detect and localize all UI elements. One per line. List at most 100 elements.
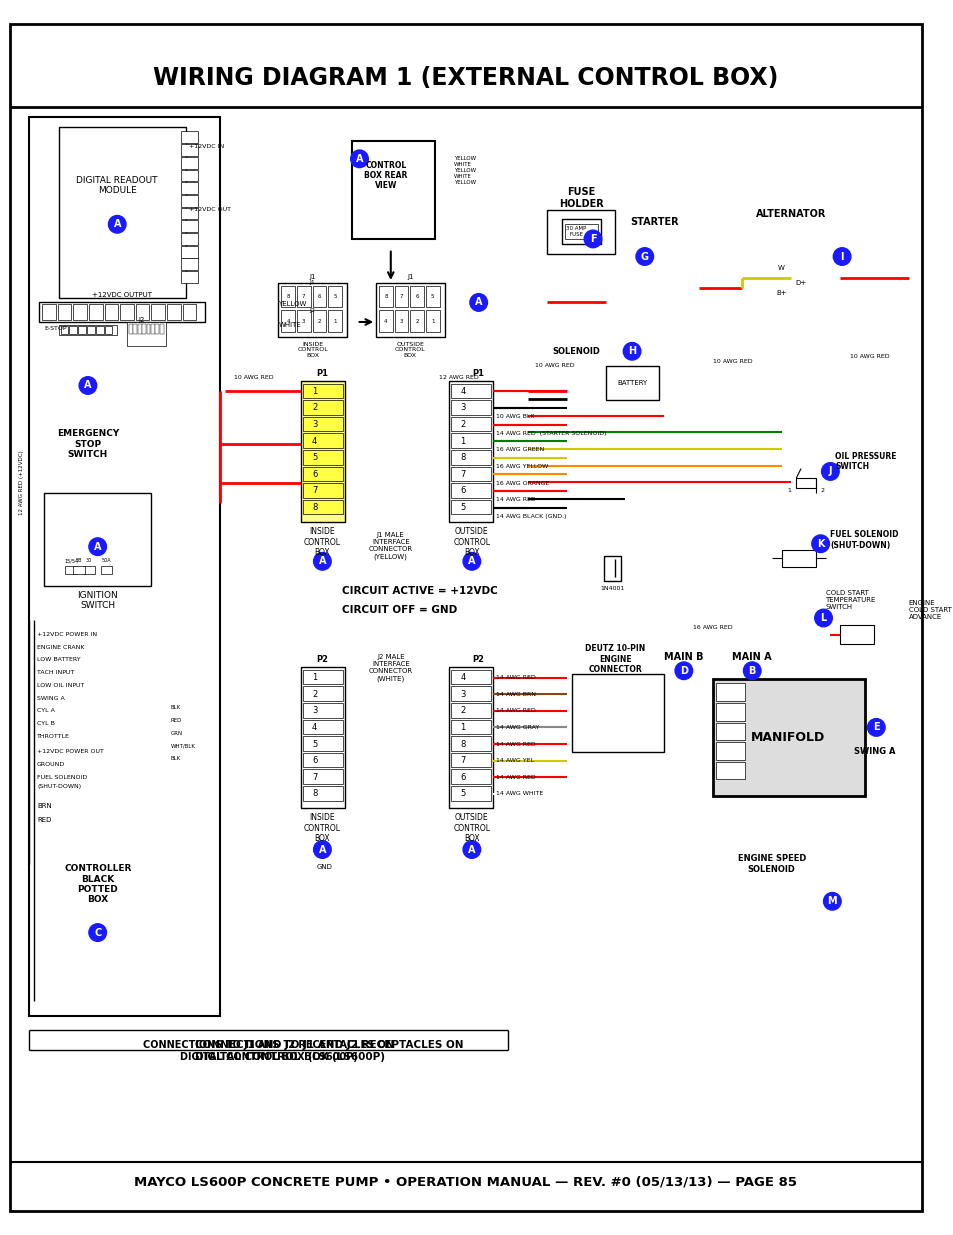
Text: A: A [475, 298, 482, 308]
Text: 14 AWG RED: 14 AWG RED [496, 498, 536, 503]
Text: SOLENOID: SOLENOID [552, 347, 599, 356]
FancyBboxPatch shape [180, 207, 198, 220]
Text: 1: 1 [333, 319, 336, 324]
Text: 10 AWG RED: 10 AWG RED [233, 375, 274, 380]
Text: +12VDC POWER OUT: +12VDC POWER OUT [37, 750, 104, 755]
Text: 10 AWG RED: 10 AWG RED [535, 363, 574, 368]
Circle shape [814, 609, 831, 627]
FancyBboxPatch shape [451, 720, 491, 735]
FancyBboxPatch shape [180, 272, 198, 283]
Text: YELLOW
WHITE
YELLOW
WHITE
YELLOW: YELLOW WHITE YELLOW WHITE YELLOW [454, 157, 476, 185]
Circle shape [89, 538, 107, 556]
Text: 16 AWG GREEN: 16 AWG GREEN [496, 447, 544, 452]
Circle shape [741, 227, 840, 325]
FancyBboxPatch shape [180, 183, 198, 194]
FancyBboxPatch shape [167, 304, 180, 320]
Text: A: A [318, 845, 326, 855]
FancyBboxPatch shape [302, 720, 342, 735]
Text: OUTSIDE
CONTROL
BOX: OUTSIDE CONTROL BOX [453, 814, 490, 844]
Text: A: A [468, 556, 476, 567]
FancyBboxPatch shape [296, 285, 311, 308]
FancyBboxPatch shape [378, 285, 393, 308]
Text: J1 MALE
INTERFACE
CONNECTOR
(YELLOW): J1 MALE INTERFACE CONNECTOR (YELLOW) [368, 532, 413, 559]
FancyBboxPatch shape [352, 141, 435, 238]
FancyBboxPatch shape [571, 673, 663, 752]
Text: LOW OIL INPUT: LOW OIL INPUT [37, 683, 85, 688]
Text: 8: 8 [286, 294, 290, 299]
Text: 3: 3 [302, 319, 305, 324]
Circle shape [612, 718, 621, 727]
Circle shape [822, 893, 841, 910]
Text: 30: 30 [86, 558, 91, 563]
Text: CYL B: CYL B [37, 721, 55, 726]
Circle shape [470, 294, 487, 311]
Text: EMERGENCY
STOP
SWITCH: EMERGENCY STOP SWITCH [57, 430, 119, 459]
Text: 3: 3 [312, 420, 317, 429]
Polygon shape [352, 127, 449, 141]
Text: 7: 7 [302, 294, 305, 299]
Text: MANIFOLD: MANIFOLD [750, 731, 824, 743]
Text: CONNECTIONS TO J1 AND J2 RECEPTACLES ON
DIGITAL CONTROL BOX (LS600P): CONNECTIONS TO J1 AND J2 RECEPTACLES ON … [143, 1040, 394, 1062]
Text: 5: 5 [431, 294, 434, 299]
Text: 3: 3 [312, 706, 317, 715]
Text: MAYCO LS600P CONCRETE PUMP • OPERATION MANUAL — REV. #0 (05/13/13) — PAGE 85: MAYCO LS600P CONCRETE PUMP • OPERATION M… [134, 1176, 797, 1188]
Text: SWING A: SWING A [853, 747, 894, 756]
Text: A: A [468, 845, 476, 855]
FancyBboxPatch shape [180, 246, 198, 258]
Text: 8: 8 [384, 294, 387, 299]
Text: 1N4001: 1N4001 [599, 585, 624, 590]
FancyBboxPatch shape [781, 550, 815, 567]
Text: CONTROLLER
BLACK
POTTED
BOX: CONTROLLER BLACK POTTED BOX [64, 864, 132, 904]
Text: RED: RED [37, 818, 51, 824]
Text: CIRCUIT ACTIVE = +12VDC: CIRCUIT ACTIVE = +12VDC [341, 585, 497, 595]
Text: 2: 2 [312, 404, 316, 412]
Text: K: K [816, 538, 823, 548]
Text: 16 AWG RED: 16 AWG RED [693, 625, 732, 630]
Text: 6: 6 [460, 773, 465, 782]
Text: A: A [93, 542, 101, 552]
FancyBboxPatch shape [546, 210, 615, 253]
FancyBboxPatch shape [120, 304, 133, 320]
FancyBboxPatch shape [302, 467, 342, 482]
FancyBboxPatch shape [451, 467, 491, 482]
FancyBboxPatch shape [133, 324, 137, 333]
FancyBboxPatch shape [129, 324, 132, 333]
Text: 14 AWG RED: 14 AWG RED [496, 774, 536, 779]
Text: GROUND: GROUND [37, 762, 66, 767]
Text: DEUTZ 10-PIN
ENGINE
CONNECTOR: DEUTZ 10-PIN ENGINE CONNECTOR [585, 645, 645, 674]
Text: 5: 5 [333, 294, 336, 299]
FancyBboxPatch shape [155, 324, 159, 333]
Text: INSIDE
CONTROL
BOX: INSIDE CONTROL BOX [304, 814, 340, 844]
Circle shape [351, 149, 368, 168]
Text: B+: B+ [776, 290, 786, 295]
FancyBboxPatch shape [302, 703, 342, 718]
FancyBboxPatch shape [451, 400, 491, 415]
Circle shape [610, 232, 698, 320]
Circle shape [578, 688, 588, 698]
Text: J1: J1 [407, 274, 414, 280]
FancyBboxPatch shape [716, 742, 744, 760]
Text: 1: 1 [431, 319, 434, 324]
Text: M: M [826, 897, 837, 906]
FancyBboxPatch shape [328, 285, 341, 308]
Text: INSIDE
CONTROL
BOX: INSIDE CONTROL BOX [304, 527, 340, 557]
FancyBboxPatch shape [180, 220, 198, 232]
Text: STARTER: STARTER [630, 217, 679, 227]
FancyBboxPatch shape [425, 285, 439, 308]
FancyBboxPatch shape [296, 310, 311, 332]
Text: 14 AWG BLACK (GND.): 14 AWG BLACK (GND.) [496, 514, 566, 519]
FancyBboxPatch shape [180, 195, 198, 206]
Text: WHT/BLK: WHT/BLK [171, 743, 195, 748]
Polygon shape [435, 127, 449, 238]
Circle shape [622, 342, 640, 361]
Circle shape [314, 841, 331, 858]
Text: J2 MALE
INTERFACE
CONNECTOR
(WHITE): J2 MALE INTERFACE CONNECTOR (WHITE) [368, 655, 413, 682]
Text: 14 AWG RED: 14 AWG RED [496, 741, 536, 746]
Circle shape [619, 242, 688, 310]
Circle shape [462, 841, 480, 858]
Text: FUEL SOLENOID: FUEL SOLENOID [37, 774, 88, 779]
Circle shape [645, 688, 655, 698]
Text: ENGINE CRANK: ENGINE CRANK [37, 645, 85, 650]
Text: 6: 6 [312, 756, 317, 766]
FancyBboxPatch shape [451, 703, 491, 718]
